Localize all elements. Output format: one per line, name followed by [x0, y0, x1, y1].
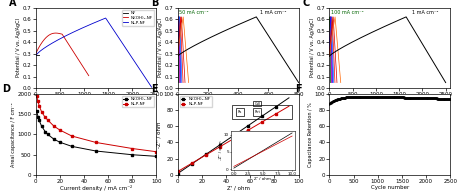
- Legend: Ni(OH)₂-NF, Ni₂P-NF: Ni(OH)₂-NF, Ni₂P-NF: [122, 96, 155, 108]
- Text: 100 mA cm⁻²: 100 mA cm⁻²: [331, 10, 364, 15]
- Text: 1 mA cm⁻²: 1 mA cm⁻²: [411, 10, 438, 15]
- Text: D: D: [2, 84, 9, 94]
- Legend: Ni(OH)₂-NF, Ni₂P-NF: Ni(OH)₂-NF, Ni₂P-NF: [180, 96, 212, 108]
- Y-axis label: Potential / V vs. Ag/AgCl: Potential / V vs. Ag/AgCl: [158, 19, 164, 77]
- Text: 1 mA cm⁻²: 1 mA cm⁻²: [260, 10, 286, 15]
- Text: 50 mA cm⁻²: 50 mA cm⁻²: [179, 10, 209, 15]
- Text: C: C: [303, 0, 310, 8]
- X-axis label: Time / s: Time / s: [85, 99, 107, 104]
- Text: E: E: [151, 84, 158, 94]
- Legend: NF, Ni(OH)₂-NF, Ni₂P-NF: NF, Ni(OH)₂-NF, Ni₂P-NF: [122, 10, 155, 26]
- X-axis label: Z' / ohm: Z' / ohm: [227, 185, 250, 190]
- X-axis label: Current density / mA cm⁻²: Current density / mA cm⁻²: [60, 185, 132, 191]
- X-axis label: Time / s: Time / s: [228, 99, 249, 104]
- Y-axis label: -Z'' / ohm: -Z'' / ohm: [157, 121, 162, 148]
- Text: B: B: [151, 0, 158, 8]
- X-axis label: Cycle number: Cycle number: [371, 185, 409, 190]
- Y-axis label: Potential / V vs. Ag/AgCl: Potential / V vs. Ag/AgCl: [16, 19, 21, 77]
- Y-axis label: Capacitance Retention / %: Capacitance Retention / %: [309, 102, 313, 167]
- X-axis label: Time / s: Time / s: [379, 99, 401, 104]
- Y-axis label: Areal capacitance / F cm⁻²: Areal capacitance / F cm⁻²: [11, 102, 16, 167]
- Y-axis label: Potential / V vs. Ag/AgCl: Potential / V vs. Ag/AgCl: [310, 19, 315, 77]
- Text: F: F: [296, 84, 302, 94]
- Text: A: A: [9, 0, 17, 8]
